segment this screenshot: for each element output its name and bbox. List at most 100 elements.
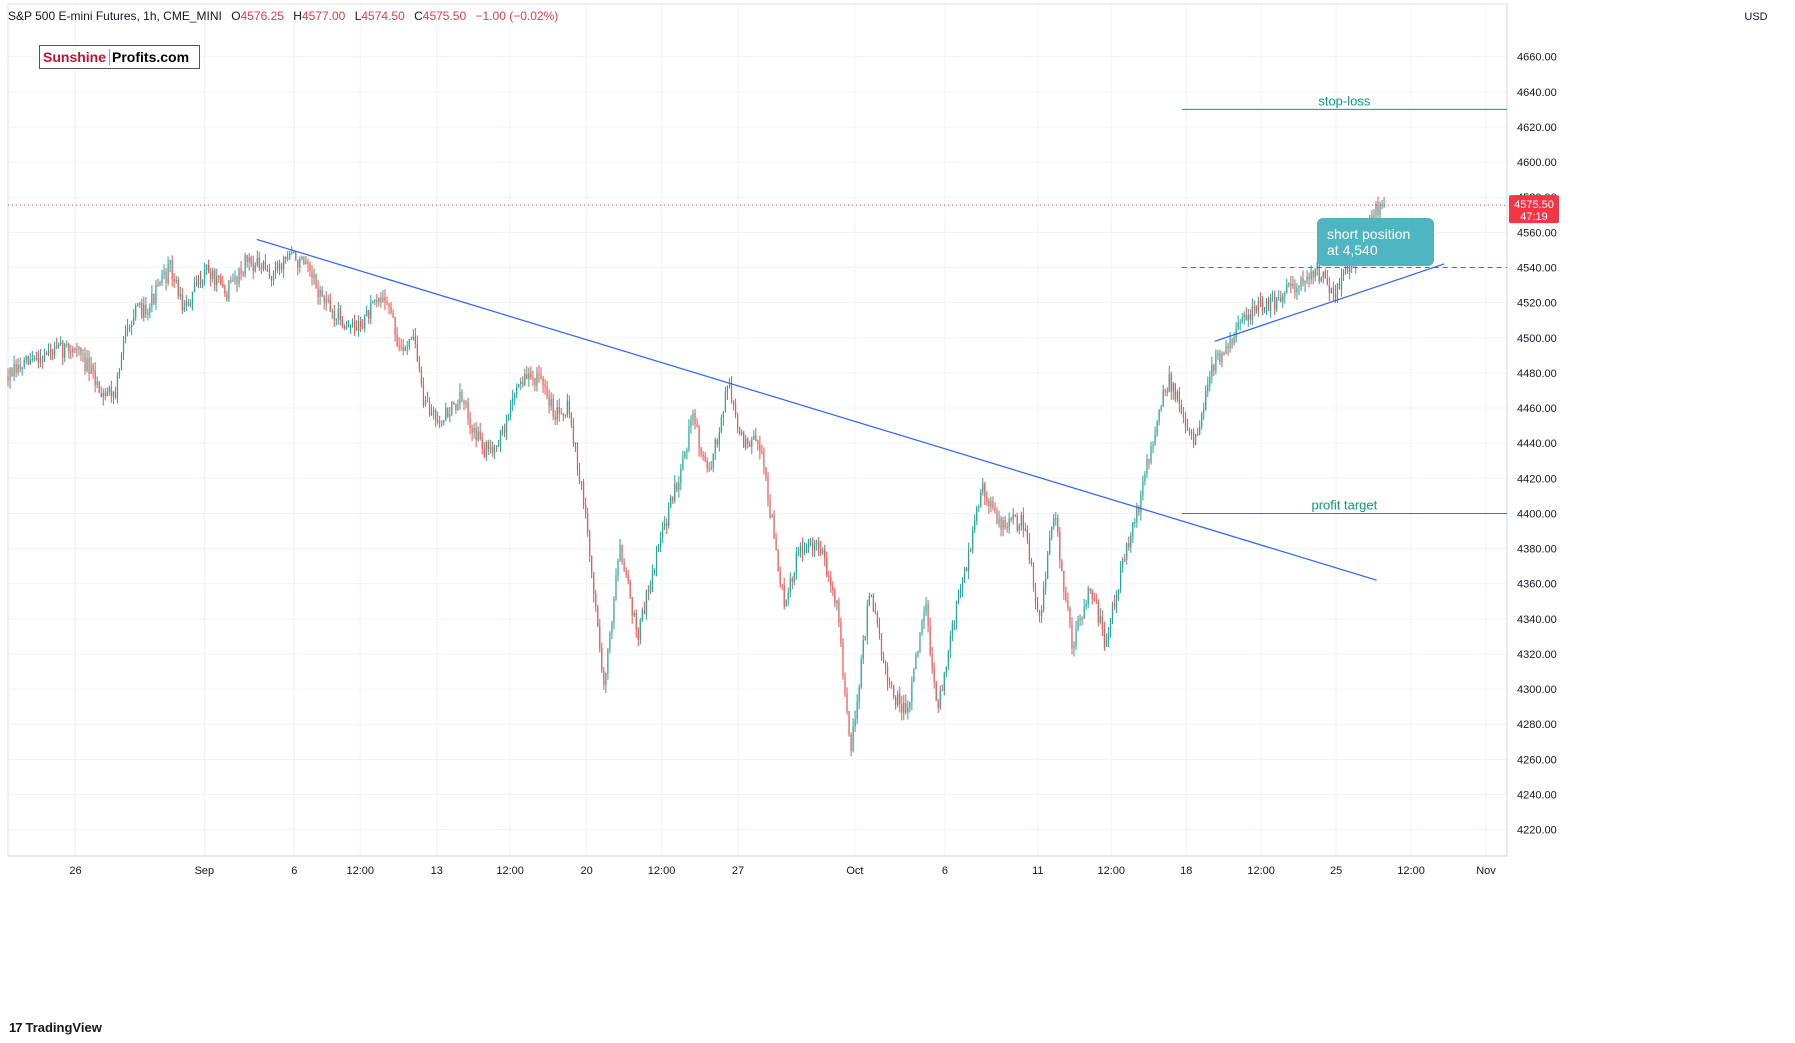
candle bbox=[822, 547, 824, 555]
candle bbox=[769, 494, 771, 520]
candle bbox=[1146, 454, 1148, 479]
candle bbox=[1057, 514, 1059, 537]
candle bbox=[1028, 533, 1031, 565]
candle-body bbox=[175, 279, 177, 282]
candle-body bbox=[157, 284, 159, 286]
candle bbox=[467, 397, 469, 426]
candle bbox=[224, 284, 226, 297]
candle bbox=[1067, 592, 1069, 612]
candle bbox=[530, 366, 532, 380]
candle-body bbox=[56, 346, 58, 348]
candle bbox=[131, 320, 133, 336]
candle bbox=[552, 393, 554, 421]
candle bbox=[497, 439, 500, 448]
candle-body bbox=[1302, 277, 1304, 284]
candle bbox=[820, 540, 822, 557]
candle bbox=[1043, 581, 1045, 613]
tradingview-logo[interactable]: 17 TradingView bbox=[9, 1020, 102, 1035]
candle bbox=[945, 666, 947, 678]
candle bbox=[1192, 428, 1195, 449]
candle bbox=[386, 296, 388, 306]
y-tick-label: 4460.00 bbox=[1517, 403, 1557, 415]
candle-body bbox=[605, 673, 607, 685]
candle bbox=[761, 444, 763, 455]
candle-body bbox=[1241, 317, 1243, 322]
candle-body bbox=[349, 324, 352, 326]
candle bbox=[1020, 511, 1022, 531]
candle bbox=[325, 290, 327, 311]
candle bbox=[19, 357, 21, 373]
candle-body bbox=[680, 469, 682, 483]
candle bbox=[1036, 596, 1039, 613]
candle bbox=[1284, 291, 1286, 304]
candle bbox=[74, 347, 76, 353]
candle bbox=[785, 599, 787, 607]
candle bbox=[307, 258, 309, 273]
candle bbox=[1320, 276, 1322, 283]
candle bbox=[147, 308, 149, 321]
candle-body bbox=[272, 271, 275, 281]
candle bbox=[311, 264, 313, 286]
candle-body bbox=[201, 282, 204, 285]
candle bbox=[203, 263, 206, 286]
candle bbox=[1322, 271, 1324, 284]
candle bbox=[842, 637, 844, 680]
candle bbox=[1255, 305, 1258, 314]
candle-body bbox=[891, 683, 893, 686]
close-value: 4575.50 bbox=[422, 9, 467, 23]
candle bbox=[641, 607, 643, 623]
candle bbox=[378, 297, 380, 307]
candle bbox=[1148, 458, 1150, 470]
candle-body bbox=[550, 399, 552, 406]
candle bbox=[986, 491, 988, 506]
candle-body bbox=[242, 273, 244, 275]
candle bbox=[143, 296, 145, 322]
candle bbox=[1000, 515, 1002, 537]
candle bbox=[714, 437, 716, 461]
stop-loss-level-label: stop-loss bbox=[1318, 93, 1371, 108]
candle-body bbox=[216, 276, 218, 286]
candle-body bbox=[864, 636, 866, 641]
candle bbox=[976, 505, 978, 526]
candle bbox=[1158, 409, 1160, 426]
candle bbox=[1247, 308, 1249, 327]
candle bbox=[520, 377, 522, 391]
candle-body bbox=[396, 334, 398, 346]
candle-body bbox=[305, 261, 307, 265]
candle bbox=[1302, 270, 1304, 287]
x-tick-label: Sep bbox=[195, 865, 215, 877]
candle-body bbox=[23, 360, 25, 368]
candle bbox=[13, 355, 15, 381]
candle bbox=[507, 413, 510, 422]
candle-body bbox=[1040, 610, 1043, 616]
candle bbox=[680, 463, 682, 491]
candle bbox=[258, 251, 260, 271]
candle bbox=[303, 256, 305, 266]
candle-body bbox=[994, 507, 996, 512]
candle-body bbox=[1059, 532, 1061, 561]
candle-body bbox=[1217, 352, 1219, 356]
tradingview-mark-icon: 17 bbox=[9, 1020, 23, 1035]
candle-body bbox=[394, 316, 396, 335]
candle-body bbox=[250, 257, 252, 264]
candle bbox=[165, 267, 167, 291]
candle-body bbox=[1032, 563, 1035, 588]
candle bbox=[1180, 399, 1183, 415]
candle bbox=[803, 542, 806, 556]
candle bbox=[888, 677, 891, 689]
grid-lines bbox=[8, 4, 1507, 856]
x-tick-label: 12:00 bbox=[1097, 865, 1125, 877]
candle bbox=[54, 341, 56, 359]
candle bbox=[376, 293, 378, 308]
candle-body bbox=[824, 549, 826, 558]
candle-body bbox=[248, 257, 250, 263]
candle-body bbox=[185, 301, 187, 307]
candle bbox=[461, 389, 463, 403]
candle bbox=[289, 250, 291, 261]
candle bbox=[597, 604, 599, 628]
candle-body bbox=[331, 311, 333, 313]
candle-body bbox=[293, 251, 295, 253]
candle bbox=[1261, 296, 1264, 316]
